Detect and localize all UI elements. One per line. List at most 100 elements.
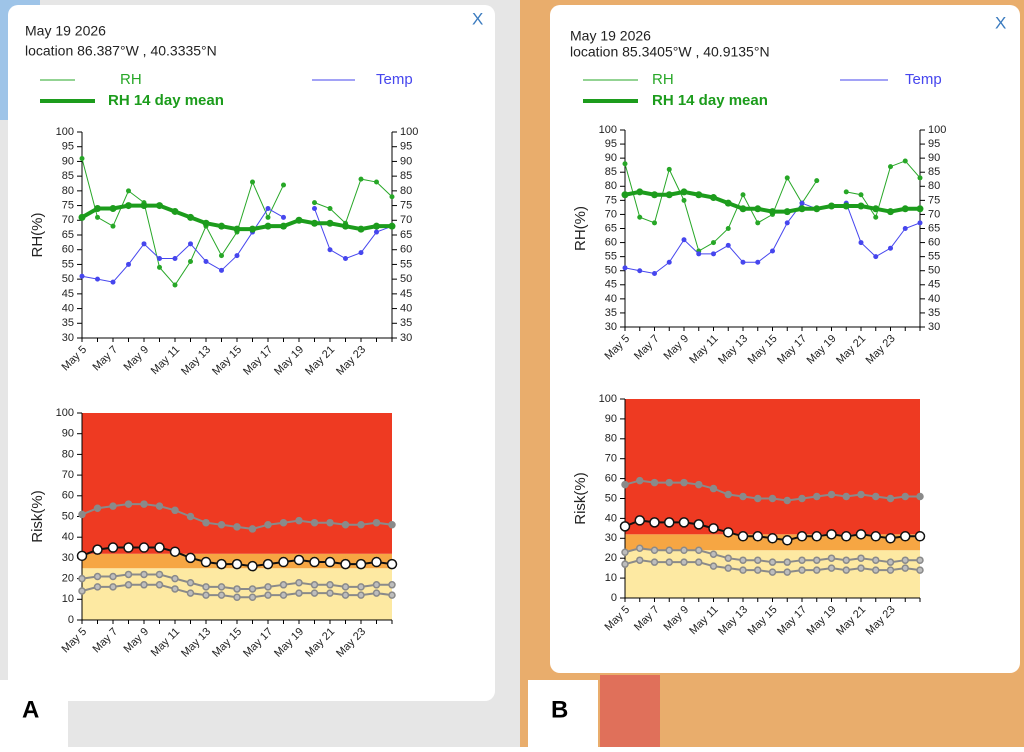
data-point — [621, 560, 629, 568]
data-point — [916, 205, 924, 213]
data-point — [389, 194, 395, 200]
data-point — [693, 519, 704, 530]
data-point — [311, 219, 318, 227]
close-button[interactable]: X — [472, 9, 483, 28]
data-point — [264, 591, 272, 599]
y-tick-label: 35 — [62, 317, 74, 329]
data-point — [798, 205, 806, 213]
data-point — [827, 564, 836, 572]
y-tick-label: 60 — [62, 244, 74, 256]
data-point — [826, 529, 837, 540]
data-point — [622, 161, 628, 167]
data-point — [872, 556, 880, 564]
data-point — [755, 259, 761, 265]
data-point — [799, 200, 805, 206]
data-point — [723, 527, 734, 538]
data-point — [341, 583, 350, 591]
y-tick-label: 80 — [62, 448, 74, 460]
data-point — [695, 191, 703, 199]
y-tick-label: 45 — [62, 288, 74, 300]
data-point — [327, 206, 333, 212]
data-point — [388, 591, 396, 599]
label-box — [528, 680, 598, 747]
y-tick-label: 40 — [62, 531, 74, 543]
data-point — [295, 216, 303, 224]
y-tick-label: 55 — [62, 258, 74, 270]
data-point — [827, 490, 836, 499]
y-tick-label: 85 — [62, 170, 74, 182]
data-point — [233, 593, 241, 601]
y-axis-label: Risk(%) — [29, 490, 46, 543]
data-point — [172, 282, 178, 288]
panel-label: B — [551, 696, 568, 723]
data-point — [681, 237, 687, 243]
data-point — [916, 492, 924, 501]
y-tick-label: 50 — [605, 492, 617, 504]
data-point — [842, 202, 850, 210]
data-point — [784, 175, 790, 181]
data-point — [371, 556, 382, 568]
panel-label: A — [22, 696, 39, 723]
data-point — [374, 229, 379, 235]
data-point — [754, 205, 762, 213]
data-point — [357, 591, 365, 599]
data-point — [372, 581, 381, 589]
data-point — [636, 544, 644, 552]
risk-band — [82, 413, 392, 554]
data-point — [234, 253, 240, 259]
data-point — [219, 267, 224, 273]
y2-tick-label: 55 — [400, 258, 412, 270]
data-point — [326, 581, 334, 589]
data-point — [842, 556, 850, 564]
data-point — [155, 502, 164, 510]
data-point — [264, 222, 272, 230]
data-point — [708, 523, 719, 534]
data-point — [171, 585, 179, 593]
y2-tick-label: 30 — [928, 321, 940, 333]
y2-tick-label: 90 — [928, 152, 940, 164]
data-point — [872, 566, 880, 574]
data-point — [93, 572, 102, 581]
data-point — [902, 226, 908, 231]
data-point — [172, 256, 178, 262]
close-button[interactable]: X — [995, 13, 1006, 32]
data-point — [885, 533, 896, 544]
data-point — [755, 220, 761, 226]
data-point — [770, 248, 775, 254]
y2-tick-label: 85 — [400, 170, 412, 182]
data-point — [262, 558, 274, 570]
data-point — [857, 202, 865, 210]
data-point — [92, 544, 103, 555]
data-point — [665, 558, 673, 566]
data-point — [388, 222, 396, 230]
y2-tick-label: 75 — [400, 199, 412, 211]
data-point — [873, 254, 879, 260]
data-point — [357, 521, 365, 529]
y-tick-label: 100 — [599, 393, 617, 405]
series-line — [81, 158, 393, 286]
data-point — [695, 546, 703, 554]
data-point — [76, 550, 88, 562]
data-point — [754, 494, 762, 503]
data-point — [312, 200, 317, 206]
data-point — [126, 261, 131, 267]
series-line — [624, 160, 921, 252]
data-point — [678, 517, 690, 528]
data-point — [637, 214, 643, 220]
data-point — [619, 521, 631, 532]
data-point — [740, 259, 746, 265]
data-point — [343, 256, 348, 262]
y-tick-label: 95 — [605, 138, 617, 150]
legend-label: RH — [652, 71, 674, 88]
y-tick-label: 65 — [62, 229, 74, 241]
data-point — [842, 566, 850, 574]
y-tick-label: 95 — [62, 141, 74, 153]
data-point — [813, 556, 821, 564]
data-point — [827, 554, 836, 562]
y-tick-label: 10 — [62, 593, 74, 605]
data-point — [680, 558, 688, 566]
data-point — [265, 206, 271, 212]
data-point — [388, 521, 396, 529]
data-point — [681, 197, 687, 203]
